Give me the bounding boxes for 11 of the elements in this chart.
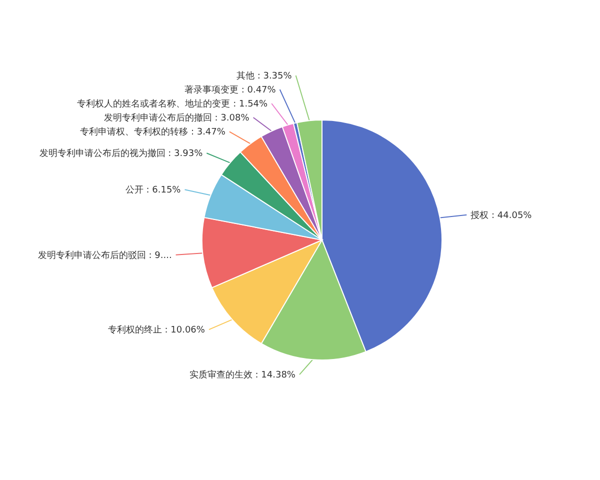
slice-label: 专利申请权、专利权的转移 : 3.47% xyxy=(80,126,226,138)
slice-label: 专利权人的姓名或者名称、地址的变更 : 1.54% xyxy=(77,98,268,110)
slice-label: 专利权的终止 : 10.06% xyxy=(108,324,206,336)
slice-label: 发明专利申请公布后的撤回 : 3.08% xyxy=(104,112,250,124)
slice-label: 实质审查的生效 : 14.38% xyxy=(189,370,296,381)
slice-label: 公开 : 6.15% xyxy=(125,184,182,196)
slice-label: 授权 : 44.05% xyxy=(470,210,532,221)
slice-label: 发明专利申请公布后的驳回 : 9.... xyxy=(38,250,172,261)
slice-label: 发明专利申请公布后的视为撤回 : 3.93% xyxy=(39,148,204,160)
slice-label: 著录事项变更 : 0.47% xyxy=(184,84,276,96)
slice-label: 其他 : 3.35% xyxy=(236,70,292,82)
